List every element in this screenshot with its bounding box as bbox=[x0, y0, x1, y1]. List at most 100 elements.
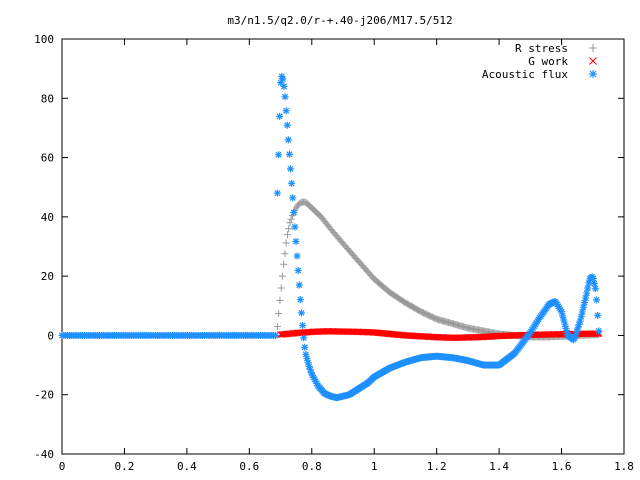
acoustic-flux-point bbox=[284, 136, 292, 144]
r-stress-point bbox=[277, 284, 285, 292]
acoustic-flux-point bbox=[276, 112, 284, 120]
legend: R stress G work Acoustic flux bbox=[482, 42, 597, 81]
x-tick-label: 0 bbox=[59, 460, 66, 473]
acoustic-flux-point bbox=[293, 252, 301, 260]
acoustic-flux-point bbox=[279, 75, 287, 83]
x-tick-label: 1.2 bbox=[427, 460, 447, 473]
acoustic-flux-point bbox=[595, 327, 603, 335]
r-stress-point bbox=[287, 215, 295, 223]
acoustic-flux-point bbox=[301, 343, 309, 351]
legend-marker-r-stress bbox=[589, 44, 597, 52]
r-stress-point bbox=[285, 225, 293, 233]
series-acoustic-flux bbox=[273, 72, 603, 402]
acoustic-flux-point bbox=[296, 296, 304, 304]
r-stress-point bbox=[282, 239, 290, 247]
acoustic-flux-point bbox=[590, 280, 598, 288]
x-tick: 1.2 bbox=[427, 39, 447, 473]
acoustic-flux-point bbox=[589, 274, 597, 282]
acoustic-flux-point bbox=[290, 208, 298, 216]
r-stress-point bbox=[286, 219, 294, 227]
x-tick-label: 0.6 bbox=[239, 460, 259, 473]
acoustic-flux-point bbox=[593, 296, 601, 304]
x-tick-label: 1 bbox=[371, 460, 378, 473]
x-tick-label: 1.8 bbox=[614, 460, 634, 473]
acoustic-flux-point bbox=[294, 267, 302, 275]
acoustic-flux-point bbox=[280, 82, 288, 90]
x-tick-label: 0.4 bbox=[177, 460, 197, 473]
acoustic-flux-point bbox=[273, 189, 281, 197]
legend-label-r-stress: R stress bbox=[515, 42, 568, 55]
x-tick: 1.6 bbox=[552, 39, 572, 473]
y-tick: 20 bbox=[41, 270, 624, 283]
x-tick: 0.2 bbox=[115, 39, 134, 473]
y-tick: 40 bbox=[41, 211, 624, 224]
acoustic-flux-point bbox=[285, 150, 293, 158]
y-tick: 80 bbox=[41, 92, 624, 105]
r-stress-point bbox=[281, 250, 289, 258]
acoustic-flux-point bbox=[292, 237, 300, 245]
y-tick-label: 0 bbox=[47, 329, 54, 342]
r-stress-point bbox=[278, 272, 286, 280]
acoustic-flux-point bbox=[283, 121, 291, 129]
y-tick-label: 80 bbox=[41, 92, 54, 105]
x-tick-label: 0.8 bbox=[302, 460, 322, 473]
y-tick-label: -20 bbox=[34, 389, 54, 402]
acoustic-flux-baseline bbox=[58, 331, 280, 339]
series-r-stress bbox=[273, 198, 602, 341]
acoustic-flux-point bbox=[576, 317, 584, 325]
x-tick: 0.4 bbox=[177, 39, 197, 473]
y-tick: 100 bbox=[34, 33, 624, 46]
acoustic-flux-point bbox=[577, 313, 585, 321]
r-stress-point bbox=[273, 323, 281, 331]
acoustic-flux-point bbox=[287, 165, 295, 173]
acoustic-flux-point bbox=[579, 303, 587, 311]
y-tick-label: 100 bbox=[34, 33, 54, 46]
acoustic-flux-point bbox=[289, 194, 297, 202]
legend-marker-acoustic-flux bbox=[589, 70, 597, 78]
x-tick: 1 bbox=[371, 39, 378, 473]
y-tick-label: 20 bbox=[41, 270, 54, 283]
y-tick-label: 60 bbox=[41, 152, 54, 165]
acoustic-flux-point bbox=[591, 285, 599, 293]
acoustic-flux-point bbox=[291, 223, 299, 231]
data-marks bbox=[58, 72, 603, 402]
acoustic-flux-point bbox=[594, 311, 602, 319]
y-tick-label: 40 bbox=[41, 211, 54, 224]
acoustic-flux-point bbox=[300, 334, 308, 342]
r-stress-point bbox=[280, 260, 288, 268]
r-stress-point bbox=[283, 231, 291, 239]
acoustic-flux-point bbox=[275, 151, 283, 159]
acoustic-flux-point bbox=[282, 107, 290, 115]
x-tick: 0 bbox=[59, 39, 66, 473]
axes: 0 0.2 0.4 0.6 0.8 1 1.2 1.4 1.6 1.8 100 80 60 40 20 0 -2… bbox=[34, 33, 634, 473]
acoustic-flux-point bbox=[578, 308, 586, 316]
legend-label-g-work: G work bbox=[528, 55, 568, 68]
y-tick: 60 bbox=[41, 152, 624, 165]
acoustic-flux-point bbox=[288, 179, 296, 187]
x-tick: 1.4 bbox=[489, 39, 509, 473]
acoustic-flux-point bbox=[581, 299, 588, 307]
acoustic-flux-point bbox=[582, 294, 590, 302]
plot-frame bbox=[61, 38, 625, 455]
legend-label-acoustic-flux: Acoustic flux bbox=[482, 68, 568, 81]
acoustic-flux-point bbox=[299, 321, 307, 329]
acoustic-flux-point bbox=[272, 331, 280, 339]
acoustic-flux-point bbox=[281, 93, 289, 101]
acoustic-flux-point bbox=[583, 289, 591, 297]
legend-marker-g-work bbox=[589, 57, 597, 65]
x-tick: 1.8 bbox=[614, 39, 634, 473]
y-tick-label: -40 bbox=[34, 448, 54, 461]
x-tick: 0.6 bbox=[239, 39, 259, 473]
x-tick-label: 1.6 bbox=[552, 460, 572, 473]
chart-title: m3/n1.5/q2.0/r-+.40-j206/M17.5/512 bbox=[227, 14, 452, 27]
r-stress-point bbox=[276, 296, 284, 304]
acoustic-flux-point bbox=[297, 309, 305, 317]
x-tick: 0.8 bbox=[302, 39, 322, 473]
y-tick: -40 bbox=[34, 448, 624, 461]
y-tick: -20 bbox=[34, 389, 624, 402]
r-stress-point bbox=[275, 309, 283, 317]
acoustic-flux-point bbox=[561, 320, 569, 328]
acoustic-flux-point bbox=[584, 284, 592, 292]
x-tick-label: 1.4 bbox=[489, 460, 509, 473]
